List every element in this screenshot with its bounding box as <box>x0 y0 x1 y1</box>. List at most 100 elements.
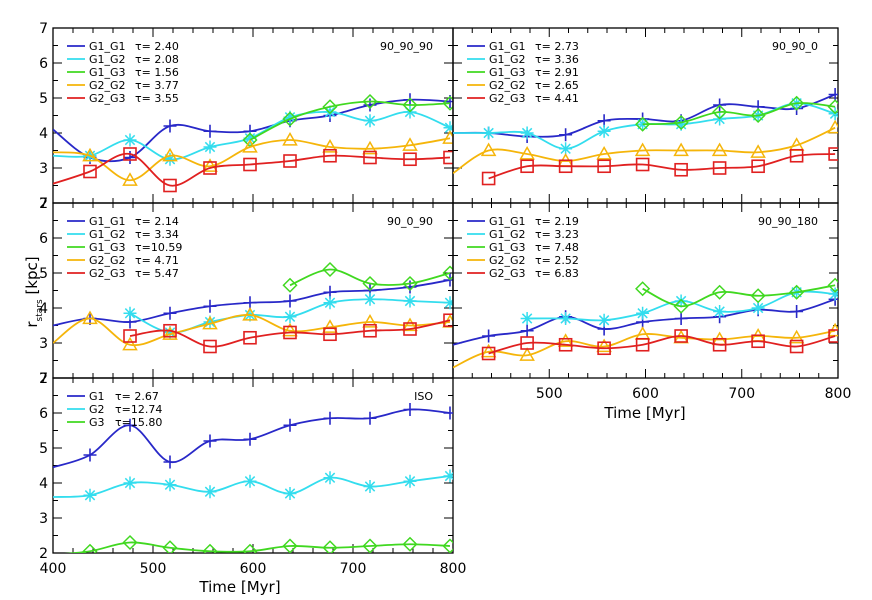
data-point <box>282 111 298 127</box>
data-point <box>323 105 337 119</box>
data-point <box>827 277 838 293</box>
data-point <box>442 265 453 281</box>
data-point <box>322 261 338 278</box>
data-point <box>559 128 573 142</box>
y-tick-label: 3 <box>39 161 48 177</box>
data-point <box>750 144 766 158</box>
data-point <box>673 142 689 157</box>
panel-frame <box>52 377 454 554</box>
x-tick-label: 500 <box>536 386 563 402</box>
x-axis-label-right: Time [Myr] <box>603 404 685 422</box>
data-point <box>789 148 804 163</box>
y-tick-label: 3 <box>39 336 48 352</box>
y-tick-label: 2 <box>39 196 48 212</box>
data-point <box>242 543 258 553</box>
y-tick-label: 6 <box>39 56 48 72</box>
data-point <box>203 434 217 448</box>
plot-area <box>53 93 453 193</box>
series-line-g1-g3 <box>642 284 836 308</box>
data-point <box>363 480 377 493</box>
y-tick-label: 2 <box>39 371 48 387</box>
panel-title: 90_90_0 <box>772 40 818 53</box>
data-point <box>482 329 496 343</box>
series-line-g1 <box>53 408 451 469</box>
legend-entry: G1 τ= 2.67 <box>89 390 159 403</box>
legend-entry: G1_G1 τ= 2.14 <box>89 215 179 228</box>
data-point <box>83 488 97 502</box>
series-line-g2-g2 <box>53 314 451 347</box>
legend-entry: G2_G2 τ= 4.71 <box>89 254 179 267</box>
y-tick-label: 4 <box>39 476 48 492</box>
series-line-g2-g3 <box>53 152 451 187</box>
data-point <box>163 478 177 492</box>
data-point <box>520 312 534 325</box>
legend-entry: G2_G3 τ= 3.55 <box>89 92 179 105</box>
data-point <box>442 95 453 111</box>
data-point <box>163 119 177 133</box>
data-point <box>163 178 177 193</box>
data-point <box>323 327 337 342</box>
data-point <box>403 294 417 308</box>
legend-entry: G2_G2 τ= 2.52 <box>489 254 579 267</box>
data-point <box>402 275 418 292</box>
data-point <box>203 140 217 154</box>
data-point <box>403 403 417 416</box>
data-point <box>282 131 298 146</box>
legend-entry: G1_G2 τ= 3.34 <box>89 228 179 241</box>
panel-title: 90_90_90 <box>380 40 433 53</box>
x-tick-label: 700 <box>728 386 755 402</box>
data-point <box>713 305 727 318</box>
data-point <box>635 116 651 132</box>
data-point <box>443 296 453 310</box>
data-point <box>559 142 573 156</box>
series-line-g2-g2 <box>53 137 451 182</box>
data-point <box>83 164 97 179</box>
data-point <box>322 138 338 153</box>
data-point <box>203 161 217 175</box>
data-point <box>480 343 497 358</box>
legend-entry: G1_G1 τ= 2.40 <box>89 40 179 53</box>
data-point <box>673 114 689 131</box>
series-line-g2-g2 <box>453 329 836 369</box>
data-point <box>123 133 137 147</box>
panel-title: ISO <box>414 390 433 403</box>
data-point <box>322 99 338 115</box>
legend-entry: G2_G2 τ= 2.65 <box>489 79 579 92</box>
data-point <box>674 329 688 343</box>
data-point <box>322 319 338 333</box>
series-line-g1-g3 <box>289 268 451 287</box>
data-point <box>480 142 497 157</box>
data-point <box>634 142 651 157</box>
data-point <box>362 93 378 110</box>
data-point <box>520 126 534 140</box>
data-point <box>283 110 297 124</box>
y-axis-label: rstars [kpc] <box>23 256 45 327</box>
data-point <box>363 114 377 128</box>
legend-entry: G1_G2 τ= 3.23 <box>489 228 579 241</box>
data-point <box>596 338 612 353</box>
data-point <box>283 154 297 168</box>
data-point <box>751 301 765 315</box>
data-point <box>559 312 573 325</box>
data-point <box>203 124 217 138</box>
data-point <box>243 330 257 345</box>
y-tick-label: 7 <box>39 371 48 387</box>
data-point <box>482 126 496 140</box>
data-point <box>751 334 765 349</box>
data-point <box>283 487 297 500</box>
data-point <box>712 104 728 120</box>
data-point <box>203 485 217 499</box>
legend-entry: G1_G1 τ= 2.19 <box>489 215 579 228</box>
data-point <box>597 313 611 327</box>
data-point <box>558 337 573 352</box>
series-line-g2-g2 <box>453 126 836 175</box>
legend-entry: G1_G3 τ= 1.56 <box>89 66 179 79</box>
data-point <box>362 538 378 553</box>
x-tick-label: 700 <box>340 561 367 577</box>
series-line-g2-g3 <box>488 153 836 180</box>
data-point <box>163 326 177 339</box>
data-point <box>123 147 137 161</box>
